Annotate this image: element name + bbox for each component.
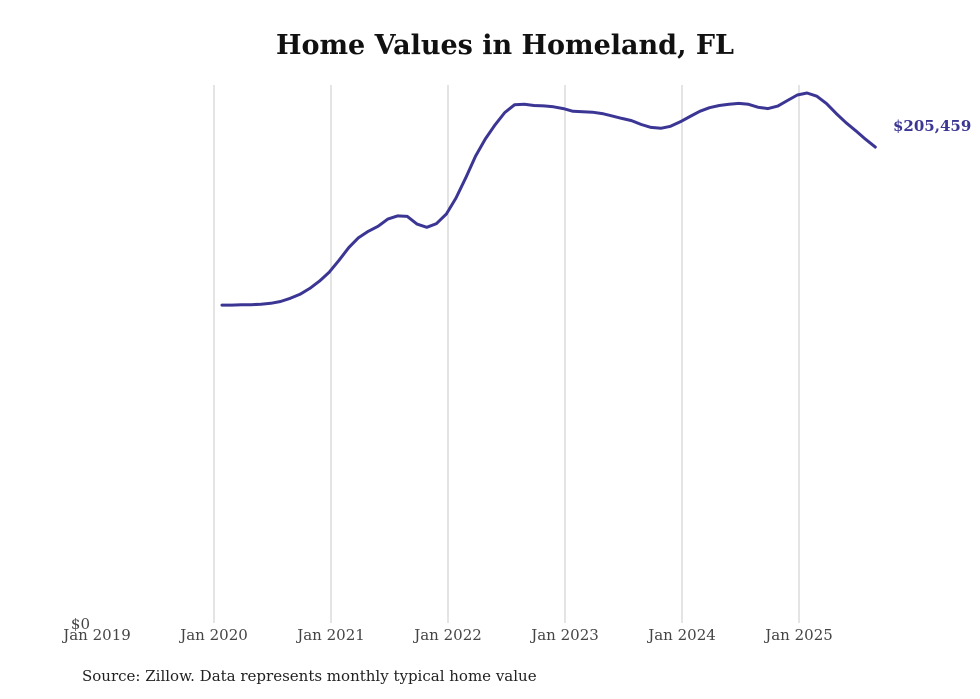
gridlines [213, 85, 800, 623]
x-axis-ticks: Jan 2019 Jan 2020 Jan 2021 Jan 2022 Jan 2023… [61, 626, 833, 644]
source-note: Source: Zillow. Data represents monthly … [82, 667, 537, 685]
last-value-label: $205,459 [893, 117, 971, 135]
x-tick-label-2019: Jan 2019 [61, 626, 131, 644]
x-tick-label-2020: Jan 2020 [178, 626, 248, 644]
chart-title: Home Values in Homeland, FL [275, 30, 735, 61]
x-tick-label-2022: Jan 2022 [412, 626, 482, 644]
line-chart: Jan 2019 Jan 2020 Jan 2021 Jan 2022 Jan 2023… [61, 85, 971, 644]
x-tick-label-2025: Jan 2025 [763, 626, 833, 644]
x-tick-label-2021: Jan 2021 [295, 626, 365, 644]
home-value-line [220, 91, 877, 307]
x-tick-label-2024: Jan 2024 [646, 626, 716, 644]
y-tick-label-0: $0 [71, 615, 90, 633]
x-tick-label-2023: Jan 2023 [529, 626, 599, 644]
